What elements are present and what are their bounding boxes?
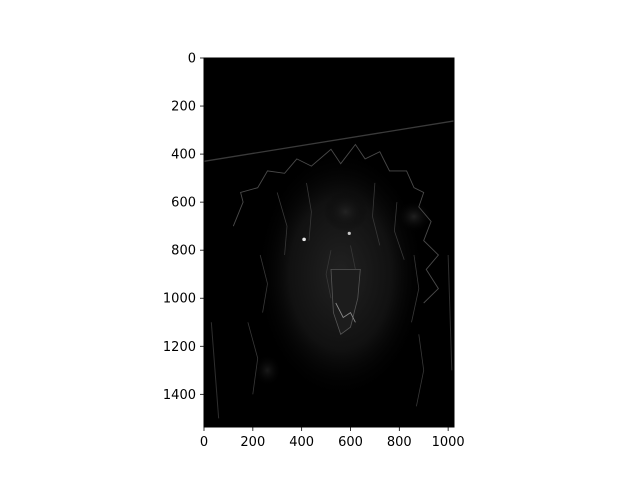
x-tick-label: 600 — [338, 435, 363, 450]
y-tick-label: 0 — [188, 52, 196, 67]
fur-strand — [416, 334, 425, 407]
fur-strand — [259, 254, 268, 313]
wolf-mane-outline — [232, 143, 440, 304]
fur-strand — [372, 182, 381, 246]
y-axis: 0 200 400 600 800 1000 1200 1400 — [163, 52, 204, 403]
wolf-muzzle — [330, 268, 361, 335]
x-tick-label: 200 — [240, 435, 265, 450]
y-tick-label: 1200 — [163, 340, 196, 355]
light-blob-right — [395, 200, 432, 233]
edge-streak-left — [210, 322, 220, 419]
y-tick-label: 800 — [171, 244, 196, 259]
y-tick-label: 200 — [171, 100, 196, 115]
plot-area — [203, 57, 455, 428]
x-tick-label: 800 — [387, 435, 412, 450]
x-axis: 0 200 400 600 800 1000 — [200, 427, 465, 450]
axes-frame — [203, 57, 455, 428]
light-blob-lower-left — [253, 354, 282, 387]
wolf-eye-right — [347, 231, 351, 235]
fur-strand — [325, 250, 332, 299]
x-tick-label: 400 — [289, 435, 314, 450]
x-tick-label: 1000 — [432, 435, 465, 450]
fur-strand — [247, 322, 259, 395]
edge-streak-right — [447, 254, 453, 371]
wolf-teeth — [335, 302, 356, 323]
y-tick-label: 600 — [171, 196, 196, 211]
y-tick-label: 400 — [171, 148, 196, 163]
horizon-line — [204, 120, 454, 162]
y-tick-label: 1000 — [163, 292, 196, 307]
fur-strand — [411, 254, 420, 323]
wolf-image — [204, 120, 454, 419]
fur-strand — [393, 202, 405, 260]
x-tick-label: 0 — [200, 435, 208, 450]
wolf-head-glow — [323, 191, 368, 232]
y-tick-label: 1400 — [163, 388, 196, 403]
fur-strand — [306, 182, 312, 241]
wolf-eye-left — [302, 237, 306, 242]
fur-strand — [276, 192, 288, 256]
